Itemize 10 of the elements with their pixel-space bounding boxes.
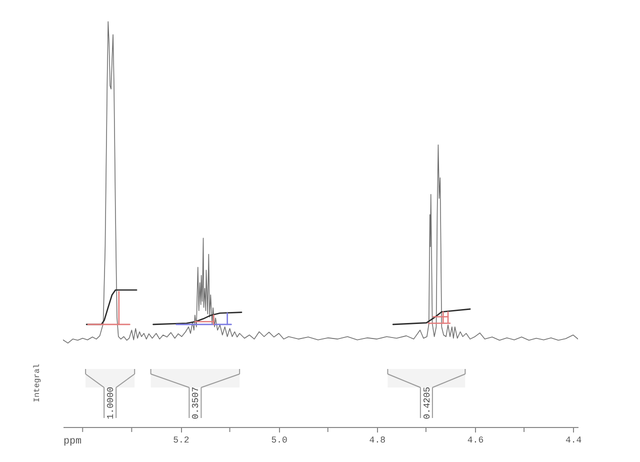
text: Integral bbox=[33, 364, 42, 402]
x-tick-label: 4.8 bbox=[369, 436, 386, 446]
x-axis-title: ppm bbox=[64, 436, 82, 448]
band-label: 0.3507 bbox=[191, 386, 202, 420]
x-tick-label: 5.2 bbox=[173, 436, 190, 446]
band-label: 0.4205 bbox=[422, 386, 432, 420]
band-label: 1.0000 bbox=[106, 386, 116, 420]
x-tick-label: 5.0 bbox=[271, 436, 288, 446]
x-tick-label: 4.4 bbox=[565, 436, 582, 446]
x-tick-label: 4.6 bbox=[467, 436, 484, 446]
